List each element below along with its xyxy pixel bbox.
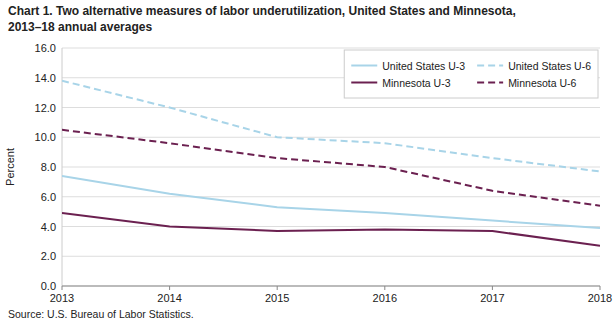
x-tick (384, 286, 385, 290)
source: Source: U.S. Bureau of Labor Statistics. (8, 308, 194, 320)
legend-swatch (477, 82, 503, 84)
series-line (62, 213, 600, 246)
legend-label: United States U-6 (508, 60, 591, 72)
y-tick-label: 14.0 (35, 72, 56, 84)
grid (62, 48, 600, 286)
legend-swatch (351, 65, 377, 67)
y-axis-label: Percent (4, 148, 16, 186)
lines (62, 81, 600, 246)
x-tick-label: 2014 (157, 292, 181, 304)
series-line (62, 176, 600, 228)
y-tick-label: 6.0 (41, 191, 56, 203)
y-tick-label: 10.0 (35, 131, 56, 143)
y-tick-label: 16.0 (35, 42, 56, 54)
chart: Chart 1. Two alternative measures of lab… (0, 0, 614, 326)
x-tick (492, 286, 493, 290)
title: Chart 1. Two alternative measures of lab… (8, 4, 516, 18)
legend: United States U-3 United States U-6 Minnes… (344, 50, 598, 98)
x-tick (62, 286, 63, 290)
legend-label: United States U-3 (382, 60, 465, 72)
x-tick-label: 2018 (588, 292, 612, 304)
y-tick-label: 0.0 (41, 280, 56, 292)
grid-line (62, 167, 600, 168)
y-tick-label: 2.0 (41, 250, 56, 262)
subtitle: 2013–18 annual averages (8, 20, 152, 34)
grid-line (62, 48, 600, 49)
legend-swatch (477, 65, 503, 67)
y-tick-label: 12.0 (35, 102, 56, 114)
grid-line (62, 107, 600, 108)
grid-line (62, 137, 600, 138)
x-tick (169, 286, 170, 290)
legend-label: Minnesota U-6 (508, 77, 576, 89)
y-tick-label: 4.0 (41, 221, 56, 233)
x-tick (600, 286, 601, 290)
x-tick-label: 2013 (50, 292, 74, 304)
x-tick-label: 2016 (373, 292, 397, 304)
x-tick-label: 2017 (480, 292, 504, 304)
x-tick-label: 2015 (265, 292, 289, 304)
grid-line (62, 256, 600, 257)
grid-line (62, 286, 600, 287)
x-axis-line (62, 286, 600, 287)
y-tick-label: 8.0 (41, 161, 56, 173)
legend-swatch (351, 82, 377, 84)
legend-label: Minnesota U-3 (382, 77, 450, 89)
grid-line (62, 196, 600, 197)
series-line (62, 130, 600, 206)
grid-line (62, 226, 600, 227)
legend-frame (344, 50, 598, 98)
y-axis-line (62, 48, 63, 286)
x-tick (277, 286, 278, 290)
